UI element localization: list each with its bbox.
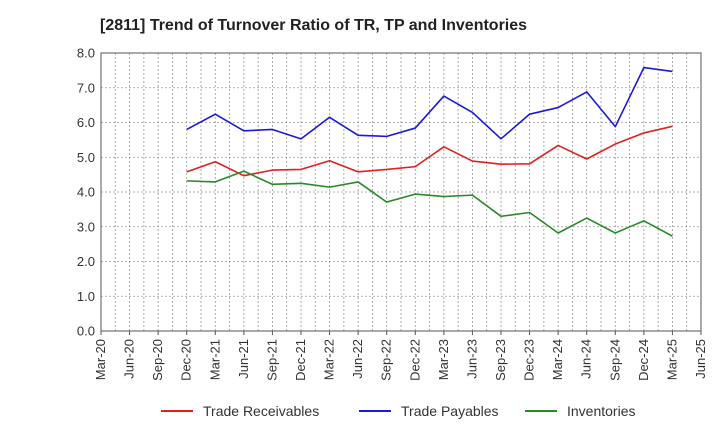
x-tick-label: Jun-24	[579, 339, 594, 379]
y-tick-label: 7.0	[77, 80, 95, 95]
x-tick-label: Jun-23	[464, 339, 479, 379]
x-tick-label: Dec-22	[407, 339, 422, 381]
series-lines	[186, 66, 673, 237]
plot-border	[100, 52, 702, 332]
y-tick-label: 8.0	[77, 46, 95, 61]
y-tick-label: 0.0	[77, 324, 95, 339]
x-tick-label: Mar-23	[436, 339, 451, 380]
x-tick-label: Dec-21	[293, 339, 308, 381]
legend-label: Inventories	[567, 403, 635, 419]
y-tick-label: 3.0	[77, 219, 95, 234]
x-tick-label: Mar-24	[550, 339, 565, 380]
legend: Trade Receivables Trade Payables Inventori…	[161, 403, 635, 419]
x-tick-label: Jun-22	[350, 339, 365, 379]
x-tick-label: Mar-22	[322, 339, 337, 380]
series-line-inventories	[186, 170, 673, 237]
y-axis-ticks: 0.0 1.0 2.0 3.0 4.0 5.0 6.0 7.0 8.0	[77, 46, 95, 339]
x-tick-label: Jun-21	[236, 339, 251, 379]
x-tick-label: Jun-20	[122, 339, 137, 379]
x-tick-label: Dec-23	[522, 339, 537, 381]
chart-title: [2811] Trend of Turnover Ratio of TR, TP…	[100, 17, 527, 34]
x-tick-label: Sep-20	[150, 339, 165, 381]
x-tick-label: Sep-21	[264, 339, 279, 381]
x-axis-ticks: Mar-20 Jun-20 Sep-20 Dec-20 Mar-21 Jun-21 Sep-…	[93, 331, 708, 381]
x-tick-label: Sep-22	[379, 339, 394, 381]
series-line-trade-payables	[186, 66, 673, 140]
horizontal-gridlines	[101, 87, 701, 297]
y-tick-label: 5.0	[77, 150, 95, 165]
x-tick-label: Sep-24	[607, 339, 622, 381]
axes	[100, 52, 702, 332]
x-tick-label: Sep-23	[493, 339, 508, 381]
series-line-trade-receivables	[186, 125, 673, 177]
x-tick-label: Dec-20	[179, 339, 194, 381]
y-tick-label: 4.0	[77, 185, 95, 200]
x-tick-label: Dec-24	[636, 339, 651, 381]
y-tick-label: 2.0	[77, 254, 95, 269]
y-tick-label: 1.0	[77, 289, 95, 304]
legend-label: Trade Receivables	[203, 403, 319, 419]
y-tick-label: 6.0	[77, 115, 95, 130]
legend-label: Trade Payables	[401, 403, 499, 419]
x-tick-label: Mar-20	[93, 339, 108, 380]
x-tick-label: Mar-21	[207, 339, 222, 380]
x-tick-label: Jun-25	[693, 339, 708, 379]
x-tick-label: Mar-25	[664, 339, 679, 380]
